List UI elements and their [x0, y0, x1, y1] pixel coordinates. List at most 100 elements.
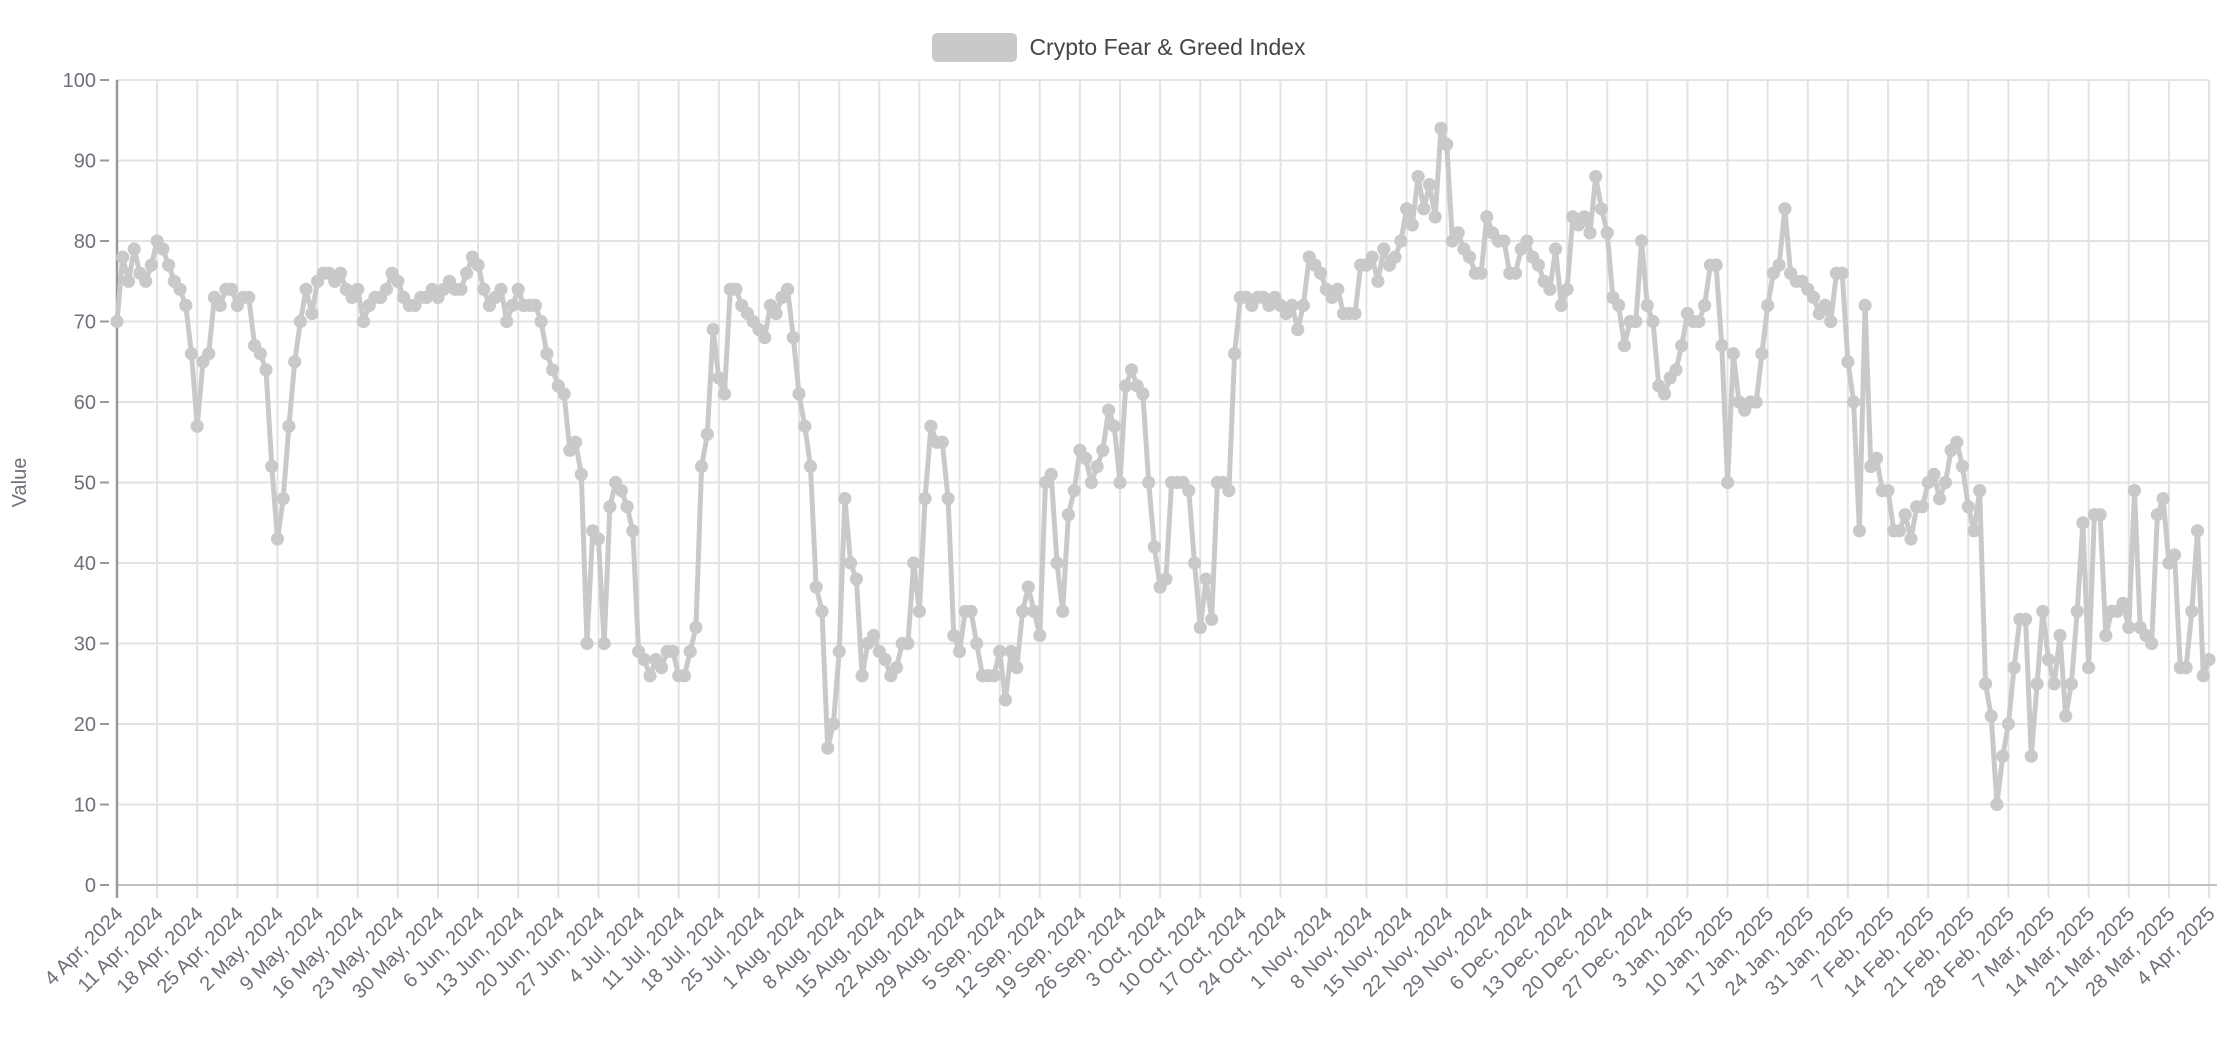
data-point [614, 484, 629, 498]
data-point [1463, 250, 1477, 264]
y-tick-label: 90 [74, 151, 96, 173]
data-point [1508, 266, 1523, 280]
x-gridlines [156, 80, 2210, 898]
data-point [1841, 355, 1855, 369]
data-point [1182, 484, 1196, 498]
data-point [379, 282, 393, 296]
data-point [1927, 467, 1941, 481]
data-point [2156, 492, 2170, 506]
data-point [626, 524, 640, 538]
data-point [179, 298, 193, 312]
data-point [1984, 709, 1998, 723]
data-point [1589, 170, 1603, 184]
data-point [2082, 661, 2096, 675]
data-point [907, 556, 921, 570]
data-point [282, 419, 296, 433]
data-point [706, 323, 720, 337]
data-point [1978, 677, 1993, 691]
data-point [1961, 500, 1975, 514]
data-point [1549, 242, 1563, 256]
data-point [758, 331, 772, 345]
data-point [1405, 218, 1419, 232]
data-point [712, 371, 726, 385]
data-point [1755, 347, 1769, 361]
data-point [666, 644, 680, 659]
data-point [1142, 475, 1156, 490]
data-point [1422, 178, 1437, 192]
data-point [1657, 387, 1672, 401]
data-point [2064, 677, 2078, 691]
data-point [2179, 661, 2193, 675]
legend-item-fear-greed[interactable]: Crypto Fear & Greed Index [0, 33, 2238, 62]
data-point [1852, 524, 1866, 538]
data-point [769, 306, 783, 321]
series-points [110, 121, 2216, 812]
data-point [1824, 314, 1838, 329]
data-point [270, 532, 285, 546]
data-point [1147, 540, 1161, 554]
data-point [1102, 403, 1116, 417]
data-point [265, 459, 279, 473]
data-point [1950, 435, 1964, 449]
data-point [815, 604, 829, 618]
data-point [1955, 459, 1970, 473]
y-tick-label: 50 [74, 473, 96, 495]
data-point [1749, 395, 1763, 409]
data-point [1107, 419, 1121, 433]
data-point [511, 282, 525, 296]
data-point [1388, 250, 1402, 264]
data-point [454, 282, 468, 296]
data-point [1411, 170, 1425, 184]
data-point [1938, 475, 1952, 490]
legend-swatch [932, 33, 1018, 62]
data-point [1772, 258, 1786, 272]
data-point [1451, 226, 1465, 240]
data-point [1715, 339, 1729, 353]
data-point [1497, 234, 1511, 248]
data-point [477, 282, 491, 296]
y-tick-label: 60 [74, 392, 96, 414]
data-point [1124, 363, 1139, 377]
data-point [1044, 467, 1058, 481]
data-point [1027, 604, 1041, 618]
data-point [144, 258, 158, 272]
data-point [947, 628, 961, 643]
data-point [184, 347, 199, 361]
data-point [970, 636, 984, 651]
data-point [1296, 298, 1310, 312]
data-point [1314, 266, 1328, 280]
data-point [964, 604, 978, 618]
data-point [603, 500, 617, 514]
data-point [1996, 749, 2010, 763]
data-point [597, 636, 611, 651]
data-point [2150, 508, 2164, 522]
y-tick-label: 20 [74, 714, 96, 736]
data-point [1187, 556, 1202, 570]
data-point [1560, 282, 1574, 296]
data-point [1835, 266, 1849, 280]
data-point [494, 282, 508, 296]
data-point [351, 282, 365, 296]
data-point [844, 556, 858, 570]
data-point [305, 306, 319, 321]
data-point [803, 459, 818, 473]
data-point [1721, 475, 1735, 490]
data-point [1600, 226, 1614, 240]
data-point [2122, 620, 2136, 635]
data-point [127, 242, 141, 256]
data-point [173, 282, 187, 296]
data-point [1692, 314, 1706, 329]
data-point [987, 669, 1001, 683]
data-point [1480, 210, 1494, 224]
data-point [580, 636, 594, 651]
data-point [1612, 298, 1626, 312]
data-point [683, 644, 697, 659]
legend-label: Crypto Fear & Greed Index [1029, 34, 1306, 60]
data-point [2093, 508, 2107, 522]
data-point [1079, 451, 1093, 465]
data-point [1583, 226, 1597, 240]
data-point [941, 492, 955, 506]
data-point [1629, 314, 1643, 329]
data-point [190, 419, 204, 433]
